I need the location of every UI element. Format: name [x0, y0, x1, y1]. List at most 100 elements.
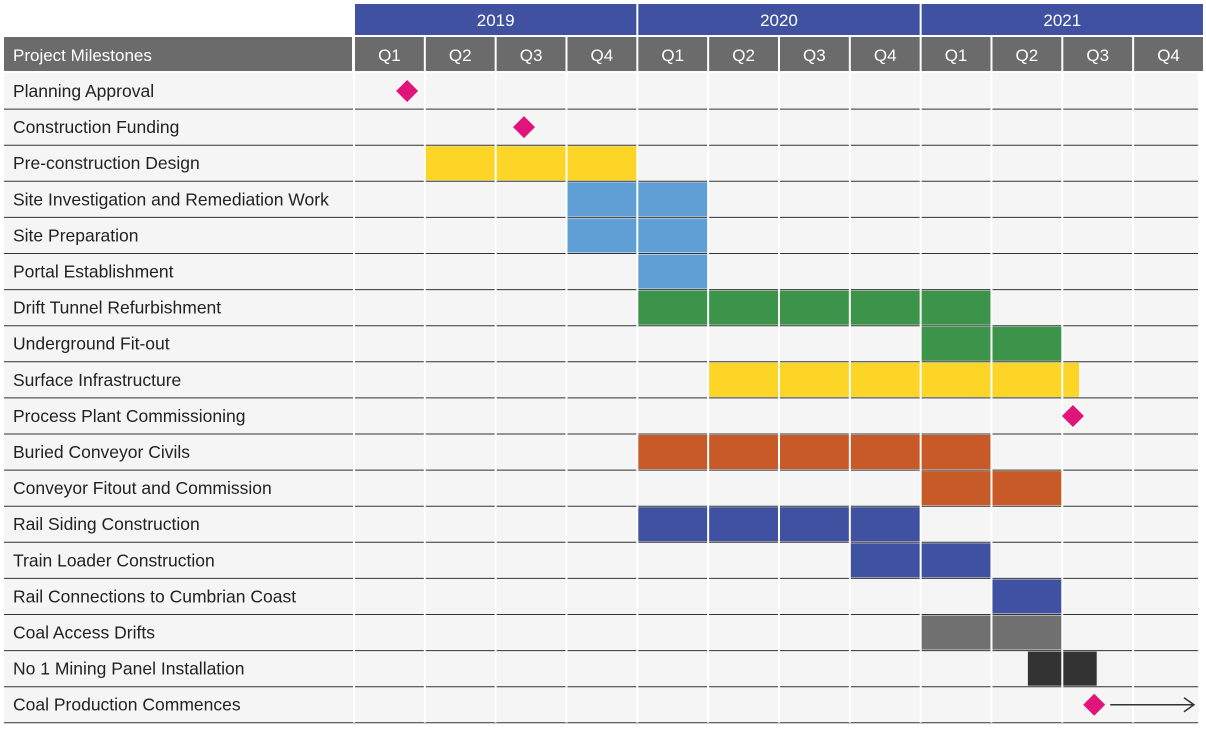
- task-bar: [992, 471, 1062, 506]
- task-label: Rail Siding Construction: [13, 514, 200, 534]
- quarter-header-cell: [1134, 37, 1203, 71]
- task-bar: [638, 290, 708, 325]
- task-bar: [567, 218, 637, 253]
- task-bar: [992, 326, 1062, 361]
- task-bar: [638, 435, 708, 470]
- task-bar: [921, 543, 991, 578]
- task-label: Buried Conveyor Civils: [13, 442, 190, 462]
- quarter-label: Q4: [874, 46, 897, 65]
- quarter-label: Q3: [1086, 46, 1109, 65]
- row-background: [4, 686, 1198, 723]
- quarter-label: Q1: [378, 46, 401, 65]
- year-header-cell: [921, 4, 1203, 35]
- quarter-header-cell: [992, 37, 1062, 71]
- task-bar: [638, 507, 708, 542]
- row-background: [4, 650, 1198, 687]
- task-bar: [921, 615, 991, 650]
- header-label-cell: [4, 37, 352, 71]
- task-bar: [1063, 651, 1097, 686]
- task-bar: [779, 507, 849, 542]
- task-bar: [850, 435, 920, 470]
- quarter-header-cell: [425, 37, 495, 71]
- task-bar: [992, 579, 1062, 614]
- task-bar: [638, 218, 708, 253]
- milestone-marker: [1061, 404, 1084, 427]
- task-label: Surface Infrastructure: [13, 370, 181, 390]
- quarter-label: Q2: [449, 46, 472, 65]
- task-label: Pre-construction Design: [13, 153, 200, 173]
- quarter-header-cell: [1063, 37, 1133, 71]
- task-bar: [567, 182, 637, 217]
- task-bar: [709, 507, 778, 542]
- task-label: Planning Approval: [13, 81, 154, 101]
- quarter-label: Q1: [945, 46, 968, 65]
- quarter-label: Q1: [661, 46, 684, 65]
- task-bar: [638, 254, 708, 289]
- task-bar: [779, 435, 849, 470]
- task-bar: [567, 146, 637, 181]
- task-bar: [709, 290, 778, 325]
- quarter-label: Q4: [591, 46, 614, 65]
- row-background: [4, 73, 1198, 110]
- year-label: 2019: [477, 11, 515, 30]
- quarter-label: Q3: [520, 46, 543, 65]
- row-background: [4, 289, 1198, 326]
- task-bar: [779, 290, 849, 325]
- task-label: Underground Fit-out: [13, 334, 170, 354]
- task-label: Construction Funding: [13, 117, 179, 137]
- row-background: [4, 397, 1198, 434]
- quarter-header-cell: [921, 37, 991, 71]
- quarter-header-cell: [709, 37, 778, 71]
- task-bar: [850, 507, 920, 542]
- task-label: Train Loader Construction: [13, 550, 215, 570]
- arrow-head: [1183, 697, 1196, 713]
- quarter-header-cell: [496, 37, 566, 71]
- milestone-marker: [512, 116, 535, 139]
- task-bar: [921, 362, 991, 397]
- task-bar: [850, 362, 920, 397]
- task-bar: [709, 362, 778, 397]
- task-label: Conveyor Fitout and Commission: [13, 478, 272, 498]
- year-label: 2020: [760, 11, 798, 30]
- task-bar: [921, 471, 991, 506]
- task-bar: [850, 290, 920, 325]
- quarter-label: Q2: [1016, 46, 1039, 65]
- task-label: Coal Access Drifts: [13, 623, 155, 643]
- quarter-header-cell: [567, 37, 637, 71]
- task-bar: [779, 362, 849, 397]
- task-bar: [921, 326, 991, 361]
- quarter-header-cell: [355, 37, 424, 71]
- task-bar: [1063, 362, 1080, 397]
- task-label: Rail Connections to Cumbrian Coast: [13, 586, 296, 606]
- row-background: [4, 434, 1198, 471]
- row-background: [4, 542, 1198, 579]
- task-label: Site Preparation: [13, 225, 139, 245]
- task-bar: [992, 615, 1062, 650]
- task-label: Process Plant Commissioning: [13, 406, 245, 426]
- task-bar: [1027, 651, 1062, 686]
- task-bar: [992, 362, 1062, 397]
- quarter-label: Q4: [1157, 46, 1180, 65]
- year-header-cell: [355, 4, 637, 35]
- task-bar: [921, 435, 991, 470]
- task-bar: [850, 543, 920, 578]
- milestone-marker: [396, 80, 419, 103]
- year-header-cell: [638, 4, 920, 35]
- milestone-marker: [1083, 693, 1106, 716]
- quarter-label: Q3: [803, 46, 826, 65]
- task-label: Site Investigation and Remediation Work: [13, 189, 329, 209]
- task-bar: [709, 435, 778, 470]
- task-label: Portal Establishment: [13, 262, 174, 282]
- quarter-header-cell: [850, 37, 920, 71]
- quarter-header-cell: [779, 37, 849, 71]
- row-background: [4, 253, 1198, 290]
- task-label: No 1 Mining Panel Installation: [13, 659, 245, 679]
- row-background: [4, 506, 1198, 543]
- header-label: Project Milestones: [13, 46, 152, 65]
- quarter-header-cell: [638, 37, 708, 71]
- task-bar: [425, 146, 495, 181]
- task-bar: [496, 146, 566, 181]
- task-label: Coal Production Commences: [13, 695, 241, 715]
- task-bar: [921, 290, 991, 325]
